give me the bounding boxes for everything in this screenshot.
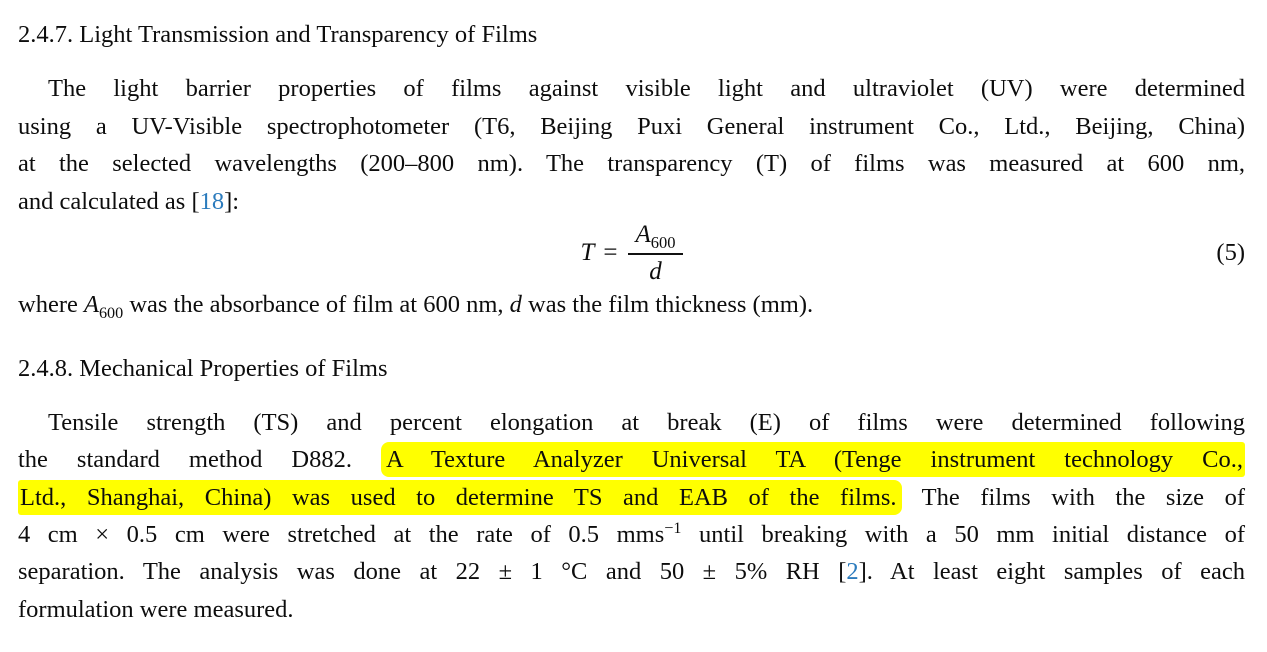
text-run: formulation were measured. [18,595,294,623]
text-run: at the selected wavelengths (200–800 nm)… [18,150,1245,178]
section-heading-2-4-8: 2.4.8. Mechanical Properties of Films [18,350,1245,387]
equation-numerator-variable: A [635,221,651,249]
equation-equals-sign: = [603,239,618,267]
text-run: 2.4.8. Mechanical Properties of Films [18,355,388,383]
equation-variable: T [580,239,595,267]
citation-link-18[interactable]: 18 [199,187,225,215]
equation-numerator: A600 [628,221,683,255]
text-run: 600 [98,304,124,322]
section-heading-2-4-7: 2.4.7. Light Transmission and Transparen… [18,16,1245,53]
text-run: 4 cm × 0.5 cm were stretched at the rate… [18,521,665,549]
text-line: and calculated as [18]: [18,183,1245,220]
text-run: using a UV-Visible spectrophotometer (T6… [18,112,1245,140]
text-run: and calculated as [ [18,187,200,215]
equation-formula: T = A600 d [580,221,683,285]
text-line: The light barrier properties of films ag… [18,70,1245,107]
equation-number: (5) [1216,239,1245,267]
citation-link-2[interactable]: 2 [846,558,859,586]
text-run: ]: [224,187,240,215]
text-line: formulation were measured. [18,591,1245,628]
equation-number-cell: (5) [683,234,1245,271]
text-run: where [18,291,84,319]
text-line: separation. The analysis was done at 22 … [18,553,1245,590]
text-run: Tensile strength (TS) and percent elonga… [48,408,1245,436]
highlighted-text: A Texture Analyzer Universal TA (Tenge i… [380,442,1245,478]
text-run: was the film thickness (mm). [521,291,814,319]
equation-denominator: d [649,257,662,285]
text-run: separation. The analysis was done at 22 … [18,558,847,586]
text-run: ]. At least eight samples of each [858,558,1245,586]
text-run: 2.4.7. Light Transmission and Transparen… [18,21,538,48]
flow-before-equation: 2.4.7. Light Transmission and Transparen… [18,16,1245,220]
text-line: Tensile strength (TS) and percent elonga… [18,404,1245,441]
text-column: 2.4.7. Light Transmission and Transparen… [18,16,1245,628]
text-run: until breaking with a 50 mm initial dist… [681,521,1245,549]
equation-numerator-subscript: 600 [650,233,676,253]
text-line: 4 cm × 0.5 cm were stretched at the rate… [18,516,1245,553]
equation-block: T = A600 d (5) [18,220,1245,286]
flow-after-equation: where A600 was the absorbance of film at… [18,286,1245,628]
text-run: was the absorbance of film at 600 nm, [123,291,510,319]
text-run: A [83,291,99,319]
text-line: using a UV-Visible spectrophotometer (T6… [18,108,1245,145]
text-line: Ltd., Shanghai, China) was used to deter… [18,479,1245,516]
equation-lhs: T = [580,239,628,267]
equation-fraction: A600 d [628,221,683,285]
text-run: the standard method D882. [18,446,381,474]
text-run: −1 [664,519,682,537]
text-line: at the selected wavelengths (200–800 nm)… [18,145,1245,182]
highlighted-text: Ltd., Shanghai, China) was used to deter… [18,479,902,515]
text-run: d [509,291,522,319]
document-page: 2.4.7. Light Transmission and Transparen… [18,16,1245,628]
text-run: The light barrier properties of films ag… [48,75,1245,103]
equation-where-clause: where A600 was the absorbance of film at… [18,286,1245,323]
text-line: the standard method D882. A Texture Anal… [18,441,1245,478]
text-run: The films with the size of [901,483,1245,511]
